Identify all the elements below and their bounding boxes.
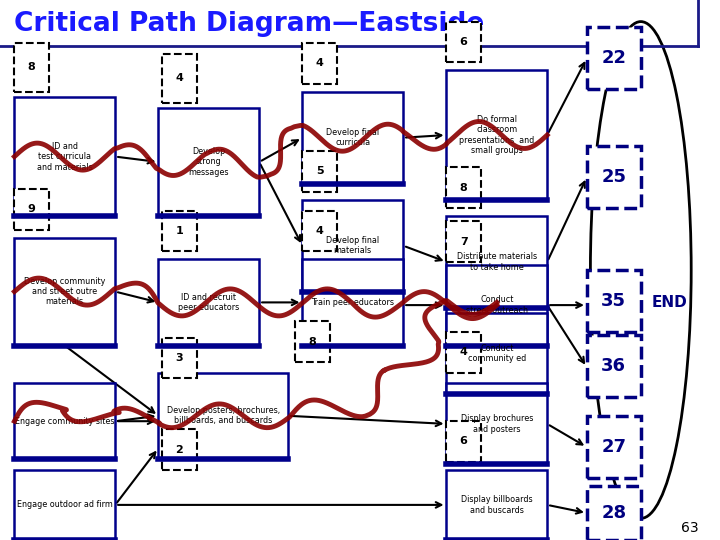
Bar (587, 416, 641, 478)
Text: 9: 9 (28, 204, 35, 214)
Bar (158, 373, 288, 459)
Bar (446, 221, 481, 262)
Text: 28: 28 (601, 504, 626, 522)
Bar (302, 211, 337, 251)
Bar (446, 313, 547, 394)
Bar (302, 200, 403, 292)
Text: 4: 4 (176, 73, 183, 83)
Text: 22: 22 (601, 49, 626, 67)
Text: ID and
test curricula
and materials: ID and test curricula and materials (37, 141, 93, 172)
Bar (14, 383, 115, 459)
Text: 8: 8 (460, 183, 467, 193)
Text: 2: 2 (176, 444, 183, 455)
Text: Conduct
street outreach: Conduct street outreach (466, 295, 528, 315)
Bar (302, 92, 403, 184)
Bar (158, 259, 259, 346)
Text: Engage outdoor ad firm: Engage outdoor ad firm (17, 501, 113, 509)
Text: 8: 8 (28, 63, 35, 72)
Bar (162, 54, 197, 103)
Text: 25: 25 (601, 168, 626, 186)
Text: Distribute materials
to take home: Distribute materials to take home (456, 252, 537, 272)
Bar (14, 43, 49, 92)
Bar (587, 146, 641, 208)
Bar (446, 22, 481, 62)
Text: 63: 63 (681, 521, 698, 535)
Text: 1: 1 (176, 226, 183, 236)
Text: 8: 8 (309, 336, 316, 347)
Text: 6: 6 (460, 436, 467, 447)
Bar (446, 332, 481, 373)
Bar (14, 97, 115, 216)
Text: 7: 7 (460, 237, 467, 247)
Bar (158, 108, 259, 216)
Text: Develop final
materials: Develop final materials (326, 236, 379, 255)
Bar (162, 429, 197, 470)
Text: ID and recruit
peer educators: ID and recruit peer educators (178, 293, 240, 312)
Bar (302, 151, 337, 192)
Text: 4: 4 (316, 58, 323, 69)
Bar (295, 321, 330, 362)
Bar (14, 238, 115, 346)
Text: 3: 3 (176, 353, 183, 363)
Bar (446, 70, 547, 200)
Bar (446, 470, 547, 540)
Text: Display billboards
and buscards: Display billboards and buscards (461, 495, 533, 515)
Bar (162, 211, 197, 251)
Bar (446, 167, 481, 208)
Bar (302, 259, 403, 346)
Text: 6: 6 (460, 37, 467, 47)
Text: Do formal
classroom
presentations  and
small groups: Do formal classroom presentations and sm… (459, 115, 534, 155)
Text: Develop posters, brochures,
billboards, and buscards: Develop posters, brochures, billboards, … (166, 406, 280, 426)
Text: 4: 4 (460, 347, 467, 357)
Bar (446, 421, 481, 462)
Text: 5: 5 (316, 166, 323, 177)
Text: 36: 36 (601, 357, 626, 375)
Text: Develop
strong
messages: Develop strong messages (189, 147, 229, 177)
Bar (14, 470, 115, 540)
Bar (446, 383, 547, 464)
Bar (587, 270, 641, 332)
Text: END: END (652, 295, 688, 310)
Text: Display brochures
and posters: Display brochures and posters (461, 414, 533, 434)
Text: Train peer educators: Train peer educators (311, 298, 395, 307)
Bar (446, 265, 547, 346)
Text: 27: 27 (601, 438, 626, 456)
Bar (446, 216, 547, 308)
Text: Conduct
community ed: Conduct community ed (468, 344, 526, 363)
Bar (587, 486, 641, 540)
Bar (162, 338, 197, 378)
Text: Develop community
and street outre
materials: Develop community and street outre mater… (24, 276, 106, 307)
Bar (302, 43, 337, 84)
Text: 4: 4 (316, 226, 323, 236)
Text: Critical Path Diagram—Eastside: Critical Path Diagram—Eastside (14, 11, 485, 37)
Bar (587, 27, 641, 89)
Text: Engage community sites: Engage community sites (15, 417, 114, 426)
Text: Develop final
curricula: Develop final curricula (326, 128, 379, 147)
Bar (14, 189, 49, 230)
Bar (587, 335, 641, 397)
Text: 35: 35 (601, 292, 626, 310)
